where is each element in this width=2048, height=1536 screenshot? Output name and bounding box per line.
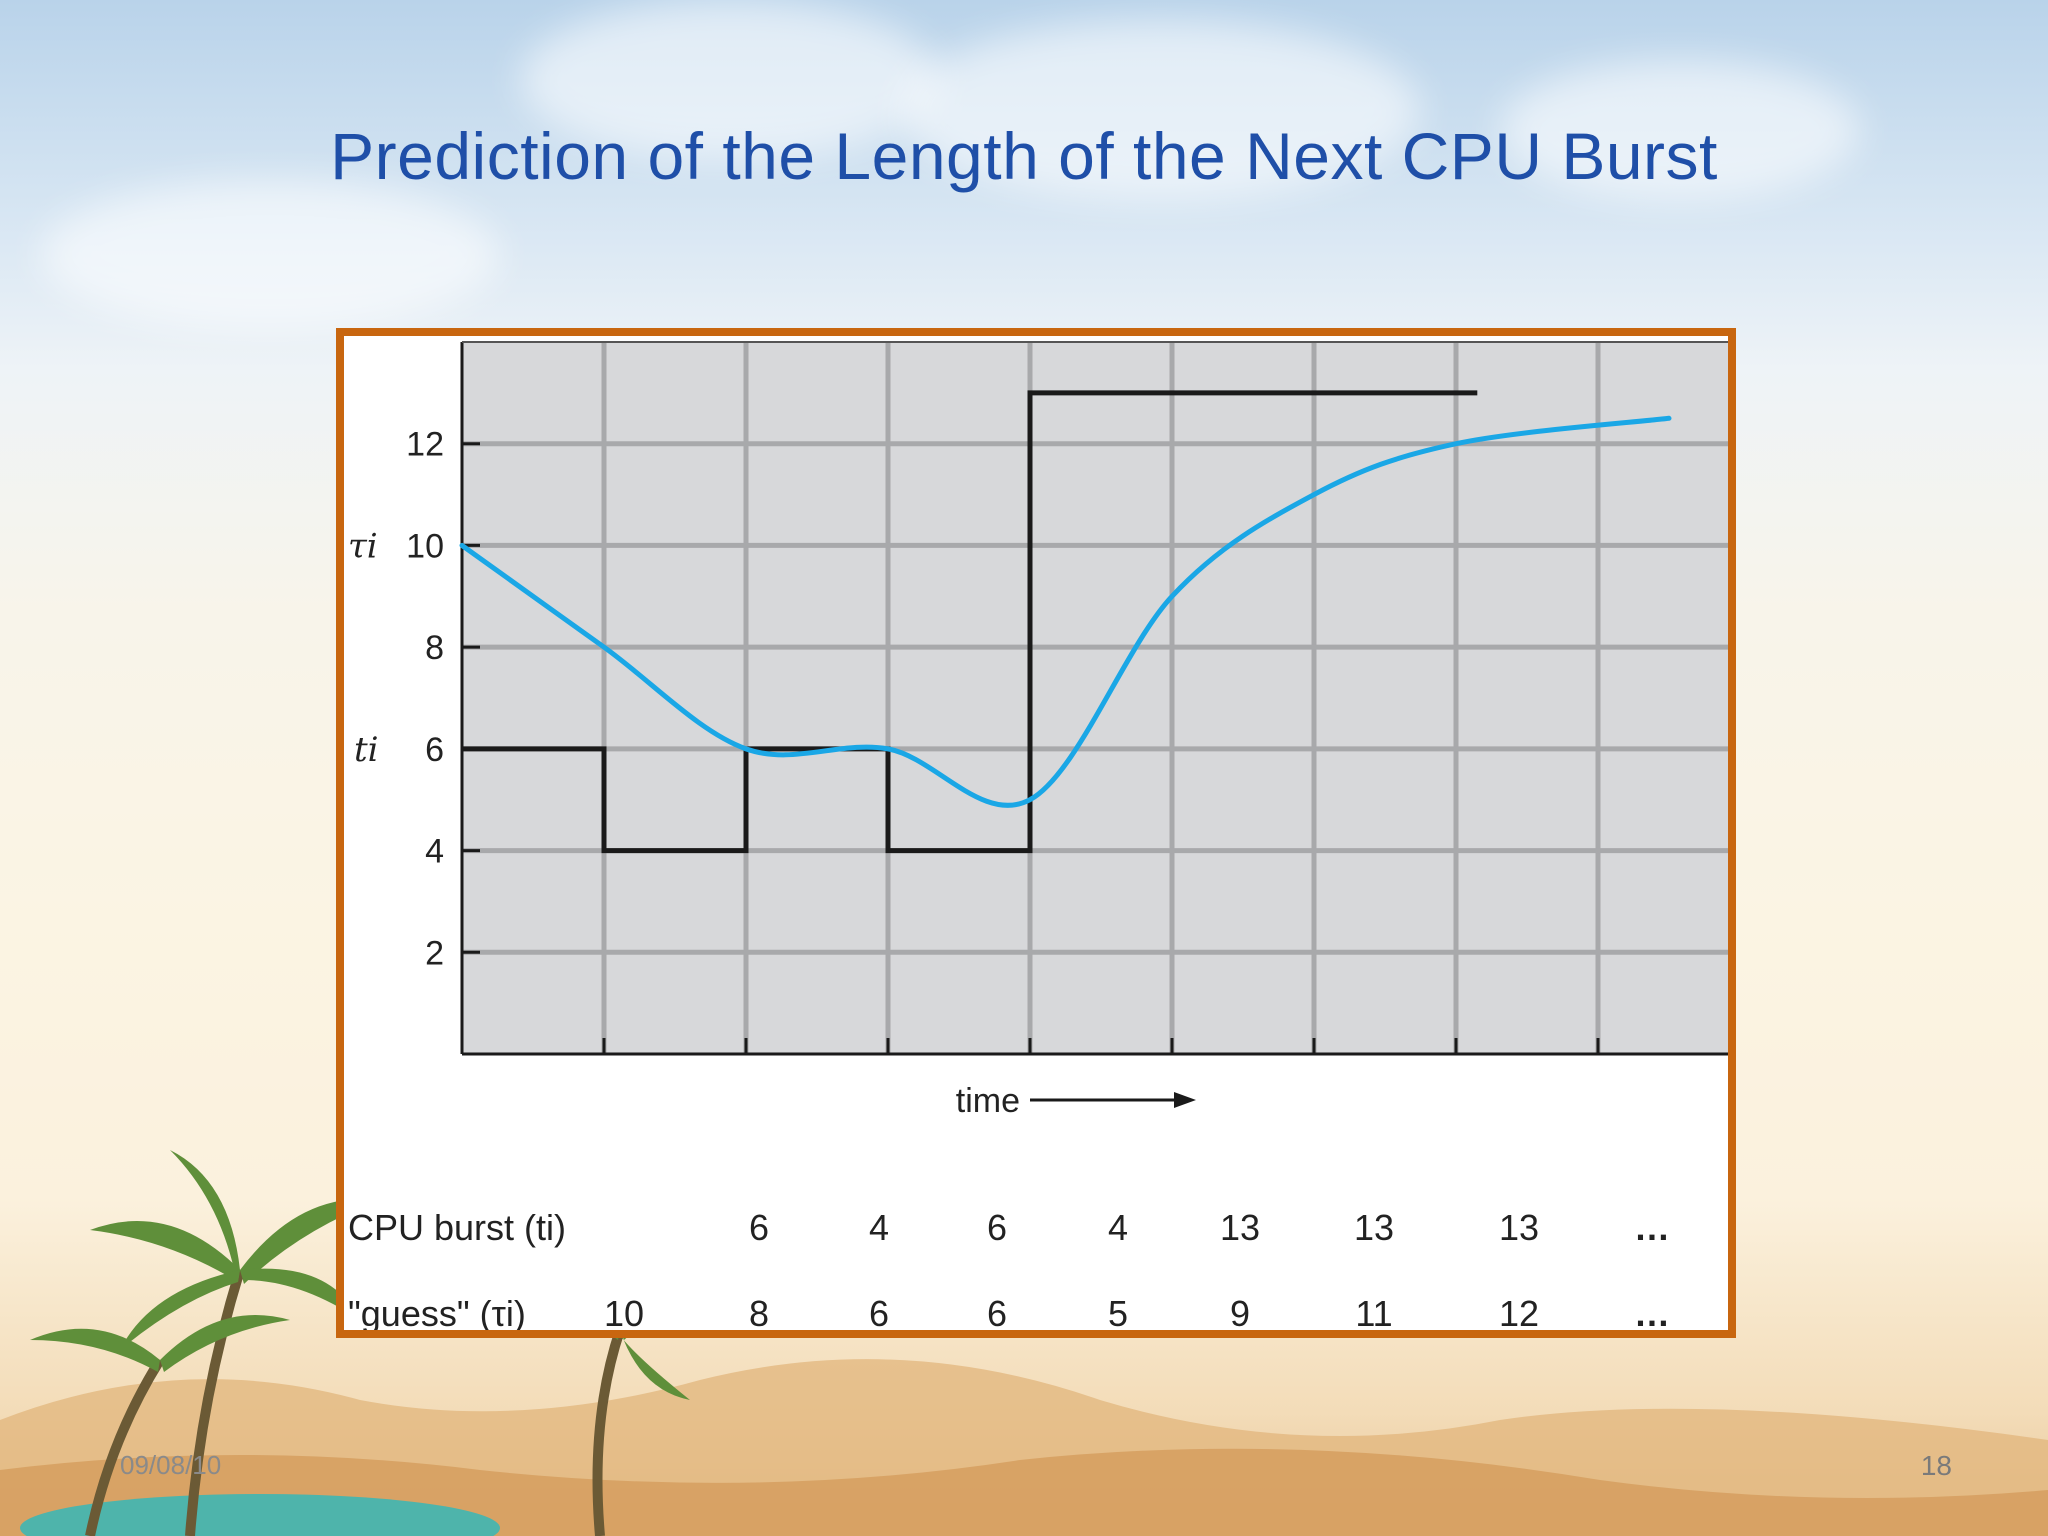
guess-value: 6 xyxy=(869,1293,889,1330)
guess-row-label: "guess" (τi) xyxy=(348,1293,526,1330)
guess-value: 6 xyxy=(987,1293,1007,1330)
y-tick-label: 10 xyxy=(406,527,444,565)
slide-title: Prediction of the Length of the Next CPU… xyxy=(330,119,1718,193)
y-tick-label: 4 xyxy=(425,833,444,871)
cpu-burst-value: … xyxy=(1634,1207,1670,1248)
page-number: 18 xyxy=(1920,1450,1952,1481)
y-tick-label: 12 xyxy=(406,426,444,464)
y-tick-label: 8 xyxy=(425,629,444,667)
cpu-burst-value: 4 xyxy=(869,1207,889,1248)
cpu-burst-chart: 2 4 6 8 10 12 τi ti time CPU burst (ti) 6 4 6 4 13 13 1… xyxy=(348,341,1728,1330)
guess-value: 10 xyxy=(604,1293,644,1330)
guess-value: 12 xyxy=(1499,1293,1539,1330)
cpu-burst-step-line xyxy=(462,390,1478,854)
cpu-burst-value: 6 xyxy=(987,1207,1007,1248)
cloud-decoration xyxy=(1500,60,1860,200)
cloud-decoration xyxy=(40,180,500,330)
cpu-burst-value: 13 xyxy=(1499,1207,1539,1248)
guess-curve xyxy=(459,415,1672,808)
y-label-tau: τi xyxy=(348,526,378,566)
guess-value: … xyxy=(1634,1293,1670,1330)
guess-value: 5 xyxy=(1108,1293,1128,1330)
y-tick-label: 6 xyxy=(425,731,444,769)
x-axis-label: time xyxy=(956,1082,1020,1120)
cpu-burst-value: 4 xyxy=(1108,1207,1128,1248)
footer-date: 09/08/10 xyxy=(120,1450,222,1480)
y-label-t: ti xyxy=(354,730,379,770)
guess-value: 11 xyxy=(1355,1293,1392,1330)
time-arrow-head xyxy=(1174,1092,1196,1108)
cloud-decoration xyxy=(900,20,1420,200)
cpu-burst-value: 13 xyxy=(1354,1207,1394,1248)
guess-value: 9 xyxy=(1230,1293,1250,1330)
cloud-decoration xyxy=(520,0,940,160)
plot-background xyxy=(462,342,1728,1054)
cpu-burst-value: 6 xyxy=(749,1207,769,1248)
guess-value: 8 xyxy=(749,1293,769,1330)
figure-frame: 2 4 6 8 10 12 τi ti time CPU burst (ti) 6 4 6 4 13 13 1… xyxy=(336,328,1736,1338)
cpu-burst-row-label: CPU burst (ti) xyxy=(348,1207,566,1248)
y-tick-label: 2 xyxy=(425,934,444,972)
cpu-burst-value: 13 xyxy=(1220,1207,1260,1248)
